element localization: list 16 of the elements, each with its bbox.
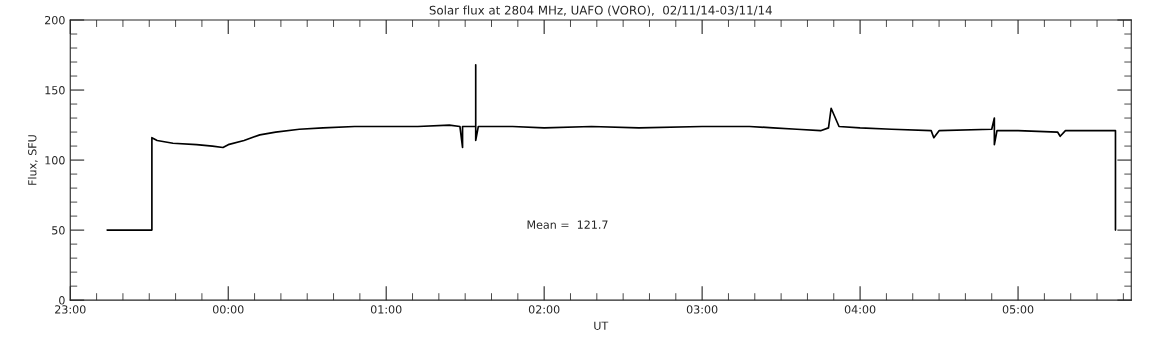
x-axis-title: UT: [594, 321, 609, 330]
x-tick-label: 05:00: [1002, 305, 1034, 314]
x-tick-label: 02:00: [528, 305, 560, 314]
y-tick-label: 200: [45, 15, 65, 25]
y-tick-label: 100: [45, 156, 65, 165]
y-tick-label: 150: [45, 86, 65, 95]
chart-title: Solar flux at 2804 MHz, UAFO (VORO), 02/11/14-03/11/14: [429, 5, 772, 17]
x-tick-label: 03:00: [686, 305, 718, 314]
x-tick-label: 01:00: [370, 305, 402, 314]
y-tick-label: 0: [59, 296, 65, 305]
y-axis-title: Flux, SFU: [27, 135, 38, 185]
x-tick-label: 04:00: [844, 305, 876, 314]
x-tick-label: 23:00: [55, 305, 86, 314]
x-tick-label: 00:00: [212, 305, 244, 314]
annotation: Mean = 121.7: [527, 220, 608, 229]
y-tick-label: 50: [52, 226, 65, 235]
